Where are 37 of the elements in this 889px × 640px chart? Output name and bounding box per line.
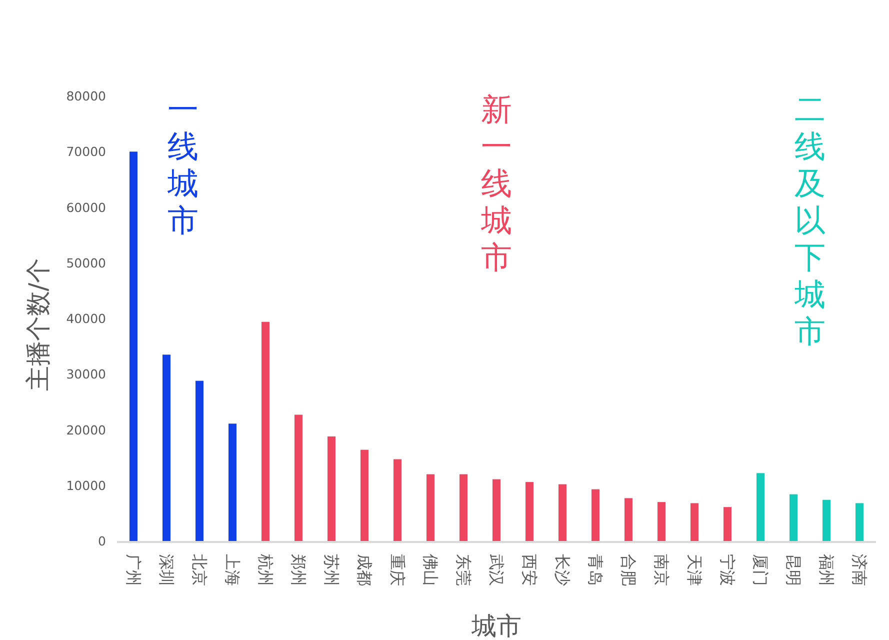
y-tick-label: 70000 — [66, 144, 106, 160]
x-axis-title: 城市 — [470, 612, 522, 640]
x-tick-label: 苏州 — [322, 554, 341, 586]
x-tick-label: 上海 — [223, 554, 242, 586]
y-tick-label: 80000 — [66, 88, 106, 104]
series-name: 二线及以下城市 — [794, 92, 826, 350]
x-tick-label: 厦门 — [751, 554, 770, 586]
x-tick-label: 杭州 — [256, 553, 275, 586]
x-tick-label: 济南 — [850, 554, 869, 586]
x-tick-label: 重庆 — [388, 554, 407, 586]
y-tick-label: 10000 — [66, 478, 106, 493]
x-tick-label: 成都 — [355, 554, 374, 586]
x-tick-label: 天津 — [685, 554, 704, 586]
y-tick-label: 40000 — [66, 311, 106, 326]
x-tick-label: 广州 — [124, 554, 143, 586]
x-tick-label: 佛山 — [421, 554, 440, 586]
x-tick-label: 青岛 — [586, 554, 605, 586]
y-tick-label: 20000 — [66, 422, 106, 438]
y-tick-label: 60000 — [66, 200, 106, 215]
x-tick-label: 宁波 — [718, 554, 737, 586]
x-tick-label: 南京 — [652, 554, 671, 586]
x-tick-label: 北京 — [190, 554, 209, 586]
x-tick-label: 武汉 — [487, 554, 506, 586]
y-tick-label: 50000 — [66, 255, 106, 270]
y-axis-title: 主播个数/个 — [24, 258, 52, 392]
x-tick-label: 深圳 — [157, 554, 176, 586]
series-name: 一线城市 — [168, 92, 198, 239]
x-tick-label: 西安 — [520, 554, 539, 586]
x-tick-label: 长沙 — [553, 554, 572, 586]
x-tick-label: 昆明 — [784, 554, 803, 586]
y-tick-label: 0 — [98, 534, 106, 548]
x-tick-label: 郑州 — [289, 554, 308, 586]
series-name: 新一线城市 — [481, 92, 512, 276]
x-tick-label: 东莞 — [454, 554, 473, 586]
y-tick-label: 30000 — [66, 366, 106, 382]
x-tick-label: 合肥 — [619, 554, 638, 586]
x-tick-label: 福州 — [817, 554, 836, 586]
